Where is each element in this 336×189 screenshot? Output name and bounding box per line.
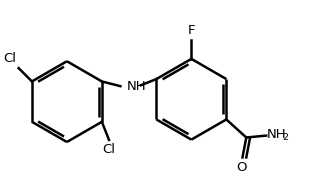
Text: NH: NH (127, 80, 146, 93)
Text: 2: 2 (282, 132, 288, 142)
Text: NH: NH (267, 128, 287, 141)
Text: F: F (187, 25, 195, 37)
Text: O: O (236, 161, 247, 174)
Text: Cl: Cl (102, 143, 116, 156)
Text: Cl: Cl (4, 52, 17, 65)
